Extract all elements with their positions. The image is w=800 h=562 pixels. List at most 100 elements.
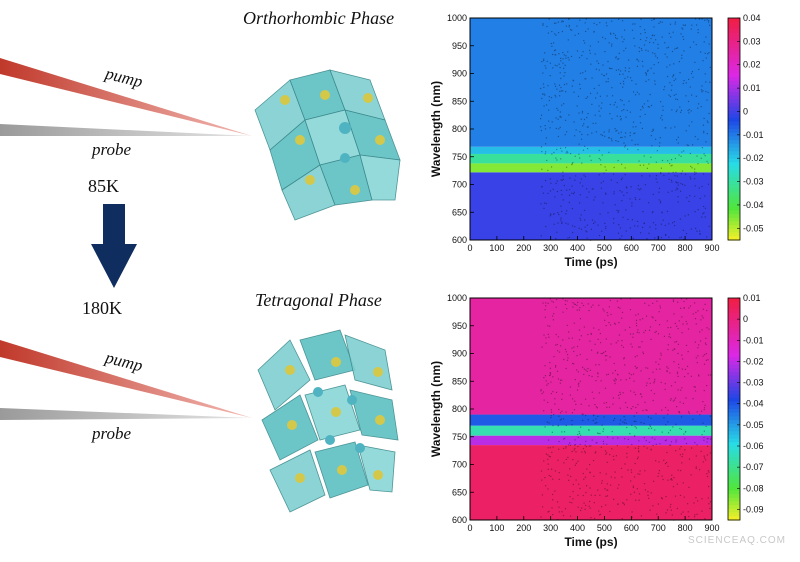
colorbar-segment (728, 397, 740, 403)
temperature-85k: 85K (88, 176, 119, 196)
colorbar-segment (728, 158, 740, 163)
colorbar-segment (728, 501, 740, 506)
colorbar-tick-label: -0.01 (743, 130, 764, 140)
band-1 (470, 163, 712, 173)
band-3 (470, 414, 712, 426)
y-tick-label: 600 (452, 515, 467, 525)
colorbar-tick-label: -0.06 (743, 441, 764, 451)
colorbar-segment (728, 401, 740, 406)
x-tick-label: 600 (624, 523, 639, 533)
colorbar-segment (728, 364, 740, 369)
colorbar-segment (728, 338, 740, 343)
band-4 (470, 298, 712, 415)
colorbar-segment (728, 121, 740, 126)
colorbar-segment (728, 106, 740, 112)
colorbar-segment (728, 191, 740, 197)
colorbar-segment (728, 95, 740, 100)
y-axis-label: Wavelength (nm) (429, 361, 443, 457)
colorbar-tick-label: 0.03 (743, 36, 761, 46)
pump-beam-bottom (0, 340, 252, 418)
probe-beam-top (0, 124, 252, 136)
y-axis-label: Wavelength (nm) (429, 81, 443, 177)
colorbar-segment (728, 47, 740, 52)
colorbar-segment (728, 43, 740, 49)
colorbar-segment (728, 125, 740, 130)
colorbar-segment (728, 420, 740, 425)
colorbar-segment (728, 195, 740, 200)
colorbar-segment (728, 505, 740, 510)
colorbar-segment (728, 342, 740, 347)
y-tick-label: 1000 (447, 293, 467, 303)
colorbar-segment (728, 464, 740, 469)
colorbar-tick-label: -0.05 (743, 420, 764, 430)
colorbar-segment (728, 442, 740, 447)
colorbar-segment (728, 298, 740, 303)
x-tick-label: 900 (704, 243, 719, 253)
colorbar-segment (728, 312, 740, 318)
colorbar-segment (728, 483, 740, 488)
colorbar-segment (728, 434, 740, 440)
colorbar-segment (728, 386, 740, 392)
colorbar-segment (728, 69, 740, 75)
y-tick-label: 600 (452, 235, 467, 245)
colorbar-segment (728, 479, 740, 484)
band-2 (470, 425, 712, 436)
colorbar-segment (728, 62, 740, 67)
y-tick-label: 700 (452, 180, 467, 190)
x-tick-label: 200 (516, 243, 531, 253)
colorbar-tick-label: -0.01 (743, 335, 764, 345)
colorbar-segment (728, 405, 740, 410)
band-0 (470, 445, 712, 520)
colorbar-segment (728, 438, 740, 443)
colorbar-segment (728, 210, 740, 215)
x-tick-label: 400 (570, 523, 585, 533)
tetragonal-heatmap: 0 100 200 300 400 500 600 700 800 900 600 650 700 750… (429, 293, 764, 549)
colorbar-segment (728, 225, 740, 230)
colorbar-segment (728, 486, 740, 491)
x-axis-label: Time (ps) (564, 255, 617, 269)
watermark: SCIENCEAQ.COM (687, 535, 786, 546)
colorbar-segment (728, 357, 740, 362)
colorbar-segment (728, 305, 740, 310)
colorbar-segment (728, 114, 740, 119)
x-tick-label: 500 (597, 523, 612, 533)
colorbar-segment (728, 103, 740, 108)
colorbar-segment (728, 129, 740, 134)
colorbar-segment (728, 151, 740, 156)
x-tick-label: 0 (467, 243, 472, 253)
y-tick-label: 800 (452, 124, 467, 134)
colorbar-tick-label: 0.04 (743, 13, 761, 23)
colorbar-segment (728, 516, 740, 521)
noise-texture (540, 298, 712, 521)
colorbar-segment (728, 203, 740, 208)
colorbar-segment (728, 423, 740, 429)
colorbar-segment (728, 169, 740, 174)
tetragonal-atoms (285, 357, 385, 483)
y-tick-label: 650 (452, 487, 467, 497)
colorbar-segment (728, 117, 740, 123)
colorbar-segment (728, 180, 740, 186)
x-tick-label: 100 (489, 243, 504, 253)
x-tick-label: 800 (678, 523, 693, 533)
pump-beam-top (0, 58, 252, 136)
colorbar-segment (728, 394, 740, 399)
x-tick-label: 900 (704, 523, 719, 533)
colorbar-segment (728, 58, 740, 63)
y-tick-label: 700 (452, 460, 467, 470)
colorbar-segment (728, 323, 740, 329)
colorbar-segment (728, 468, 740, 473)
colorbar-segment (728, 446, 740, 451)
colorbar-segment (728, 301, 740, 306)
colorbar-segment (728, 66, 740, 71)
colorbar-tick-label: -0.03 (743, 177, 764, 187)
colorbar-segment (728, 184, 740, 189)
colorbar-segment (728, 132, 740, 137)
y-tick-label: 950 (452, 321, 467, 331)
colorbar-segment (728, 88, 740, 93)
y-tick-label: 650 (452, 207, 467, 217)
colorbar-frame (727, 297, 741, 521)
y-tick-label: 750 (452, 152, 467, 162)
probe-label-top: probe (92, 140, 132, 159)
band-0 (470, 172, 712, 240)
